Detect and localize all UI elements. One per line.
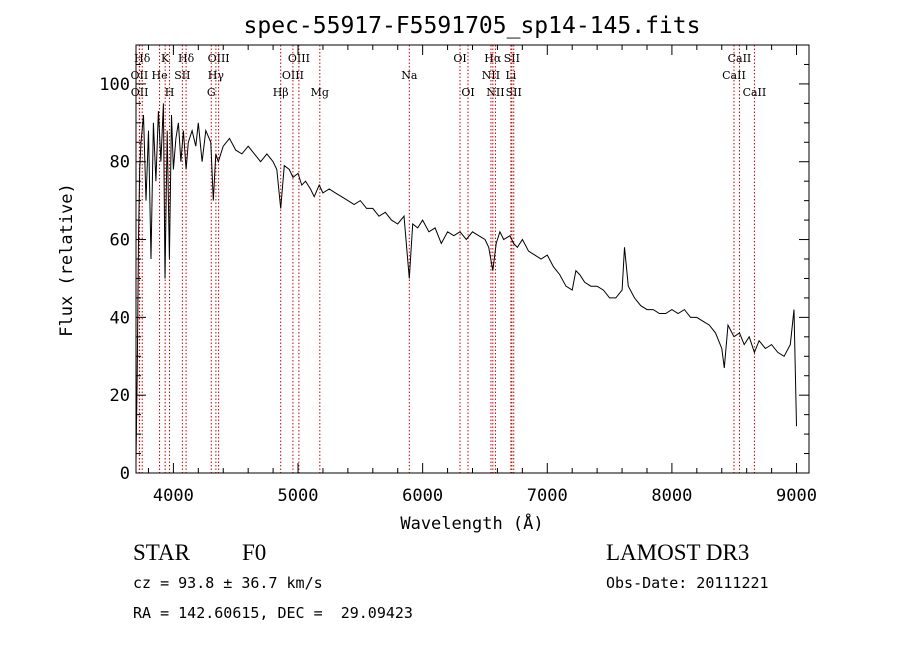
marker-label: CaII bbox=[722, 69, 746, 82]
x-tick-label: 9000 bbox=[776, 486, 817, 506]
emission-line-markers: Hδ OII OII K He H SII Hδ OIII Hγ G Hβ OIII OIII Mg Na OI… bbox=[131, 45, 767, 473]
x-axis: 4000 5000 6000 7000 8000 9000 bbox=[147, 45, 817, 506]
y-axis: 0 20 40 60 80 100 bbox=[99, 63, 809, 484]
marker-label: H bbox=[165, 86, 175, 99]
x-tick-label: 8000 bbox=[651, 486, 692, 506]
coordinates: RA = 142.60615, DEC = 29.09423 bbox=[133, 604, 413, 622]
x-axis-label: Wavelength (Å) bbox=[400, 512, 543, 534]
marker-label: Li bbox=[505, 69, 516, 82]
marker-label: OIII bbox=[282, 69, 304, 82]
object-subclass: F0 bbox=[242, 540, 267, 565]
y-tick-label: 20 bbox=[110, 386, 130, 406]
marker-label: OII bbox=[131, 86, 149, 99]
y-tick-label: 40 bbox=[110, 308, 130, 328]
marker-label: K bbox=[161, 52, 170, 65]
marker-label: SII bbox=[174, 69, 190, 82]
marker-label: Hγ bbox=[208, 69, 225, 82]
flux-line bbox=[135, 103, 797, 462]
object-class: STAR bbox=[133, 540, 190, 565]
survey-name: LAMOST DR3 bbox=[606, 540, 750, 565]
x-tick-label: 6000 bbox=[402, 486, 443, 506]
marker-label: OI bbox=[461, 86, 474, 99]
marker-label: Hβ bbox=[273, 86, 289, 99]
marker-label: Mg bbox=[311, 86, 329, 99]
chart-title: spec-55917-F5591705_sp14-145.fits bbox=[244, 13, 701, 39]
redshift-info: cz = 93.8 ± 36.7 km/s bbox=[133, 574, 323, 592]
y-axis-label: Flux (relative) bbox=[57, 183, 77, 337]
marker-label: SII bbox=[504, 52, 520, 65]
marker-label: CaII bbox=[743, 86, 767, 99]
marker-label: OIII bbox=[288, 52, 310, 65]
flux-series bbox=[135, 103, 797, 462]
obs-date: Obs-Date: 20111221 bbox=[606, 574, 769, 592]
marker-label: Hδ bbox=[134, 52, 151, 65]
y-tick-label: 100 bbox=[99, 75, 130, 95]
x-tick-label: 4000 bbox=[153, 486, 194, 506]
marker-label: SII bbox=[506, 86, 522, 99]
x-tick-label: 5000 bbox=[278, 486, 319, 506]
plot-frame bbox=[135, 44, 810, 474]
marker-label: G bbox=[207, 86, 216, 99]
marker-label: Hδ bbox=[178, 52, 195, 65]
y-tick-label: 80 bbox=[110, 153, 130, 173]
marker-label: He bbox=[152, 69, 168, 82]
marker-label: OIII bbox=[208, 52, 230, 65]
y-tick-label: 60 bbox=[110, 231, 130, 251]
marker-label: CaII bbox=[728, 52, 752, 65]
marker-label: OII bbox=[131, 69, 149, 82]
y-tick-label: 0 bbox=[120, 464, 130, 484]
x-tick-label: 7000 bbox=[527, 486, 568, 506]
marker-label: Na bbox=[401, 69, 418, 82]
marker-label: OI bbox=[453, 52, 466, 65]
marker-label: NII bbox=[482, 69, 500, 82]
marker-label: NII bbox=[486, 86, 504, 99]
marker-label: Hα bbox=[484, 52, 502, 65]
